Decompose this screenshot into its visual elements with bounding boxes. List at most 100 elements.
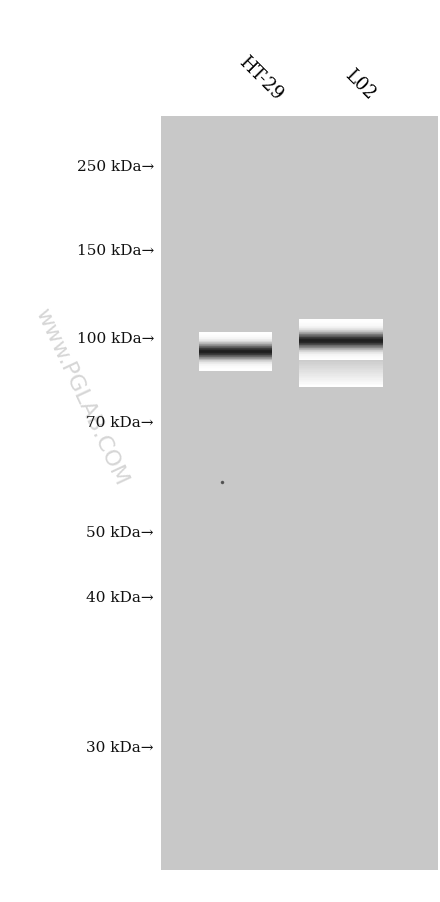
Bar [299, 354, 383, 355]
Bar [199, 365, 272, 366]
Bar [299, 332, 383, 333]
Bar [299, 349, 383, 350]
Bar [299, 362, 383, 364]
Bar [299, 327, 383, 329]
Bar [199, 334, 272, 336]
Bar [199, 335, 272, 336]
Bar [299, 364, 383, 366]
Bar [199, 345, 272, 347]
Bar [199, 342, 272, 343]
Bar [199, 352, 272, 354]
Bar [299, 335, 383, 336]
Bar [199, 364, 272, 365]
Bar [299, 347, 383, 349]
Bar [199, 358, 272, 359]
Bar [199, 358, 272, 360]
Bar [199, 345, 272, 346]
Bar [299, 333, 383, 335]
Bar [299, 370, 383, 372]
Bar [299, 360, 383, 363]
Bar [199, 344, 272, 345]
Bar [299, 351, 383, 353]
Bar [299, 368, 383, 370]
Bar [199, 332, 272, 334]
Bar [299, 363, 383, 364]
Bar [199, 348, 272, 349]
Bar [199, 359, 272, 361]
Bar [199, 351, 272, 352]
Bar [199, 363, 272, 364]
Bar [199, 353, 272, 354]
Text: 40 kDa→: 40 kDa→ [86, 590, 154, 604]
Bar [299, 344, 383, 345]
Bar [299, 337, 383, 338]
Bar [299, 339, 383, 341]
Bar [299, 332, 383, 334]
Bar [299, 329, 383, 330]
Bar [199, 356, 272, 358]
Text: HT-29: HT-29 [235, 53, 286, 104]
Bar [199, 337, 272, 338]
Bar [161, 117, 438, 870]
Bar [199, 346, 272, 347]
Bar [299, 336, 383, 337]
Text: 100 kDa→: 100 kDa→ [77, 331, 154, 345]
Bar [299, 323, 383, 324]
Bar [199, 336, 272, 337]
Bar [299, 379, 383, 381]
Bar [299, 381, 383, 382]
Bar [199, 357, 272, 358]
Bar [199, 360, 272, 361]
Text: www.PGLAB.COM: www.PGLAB.COM [32, 306, 131, 488]
Bar [299, 375, 383, 377]
Text: 250 kDa→: 250 kDa→ [77, 160, 154, 174]
Bar [299, 330, 383, 332]
Bar [299, 346, 383, 348]
Text: 30 kDa→: 30 kDa→ [87, 740, 154, 754]
Bar [299, 348, 383, 350]
Bar [299, 365, 383, 367]
Bar [199, 354, 272, 355]
Bar [299, 355, 383, 357]
Bar [299, 350, 383, 352]
Bar [299, 346, 383, 347]
Bar [299, 327, 383, 328]
Bar [299, 353, 383, 354]
Bar [299, 360, 383, 361]
Bar [299, 352, 383, 353]
Bar [299, 385, 383, 388]
Bar [299, 383, 383, 385]
Bar [299, 359, 383, 361]
Bar [299, 321, 383, 323]
Bar [299, 371, 383, 373]
Bar [299, 324, 383, 325]
Bar [199, 341, 272, 343]
Bar [199, 355, 272, 356]
Text: 70 kDa→: 70 kDa→ [87, 415, 154, 429]
Bar [299, 326, 383, 327]
Bar [199, 336, 272, 338]
Bar [299, 329, 383, 331]
Bar [199, 347, 272, 348]
Bar [299, 328, 383, 329]
Bar [199, 347, 272, 349]
Bar [199, 350, 272, 352]
Bar [299, 344, 383, 345]
Bar [299, 356, 383, 358]
Bar [299, 376, 383, 378]
Bar [299, 373, 383, 374]
Bar [199, 363, 272, 364]
Bar [199, 370, 272, 371]
Bar [299, 341, 383, 343]
Bar [299, 338, 383, 339]
Bar [199, 362, 272, 363]
Bar [299, 331, 383, 332]
Bar [199, 341, 272, 342]
Bar [299, 342, 383, 344]
Bar [299, 322, 383, 324]
Bar [199, 338, 272, 339]
Text: L02: L02 [341, 67, 378, 104]
Bar [299, 336, 383, 338]
Bar [199, 352, 272, 353]
Bar [299, 354, 383, 355]
